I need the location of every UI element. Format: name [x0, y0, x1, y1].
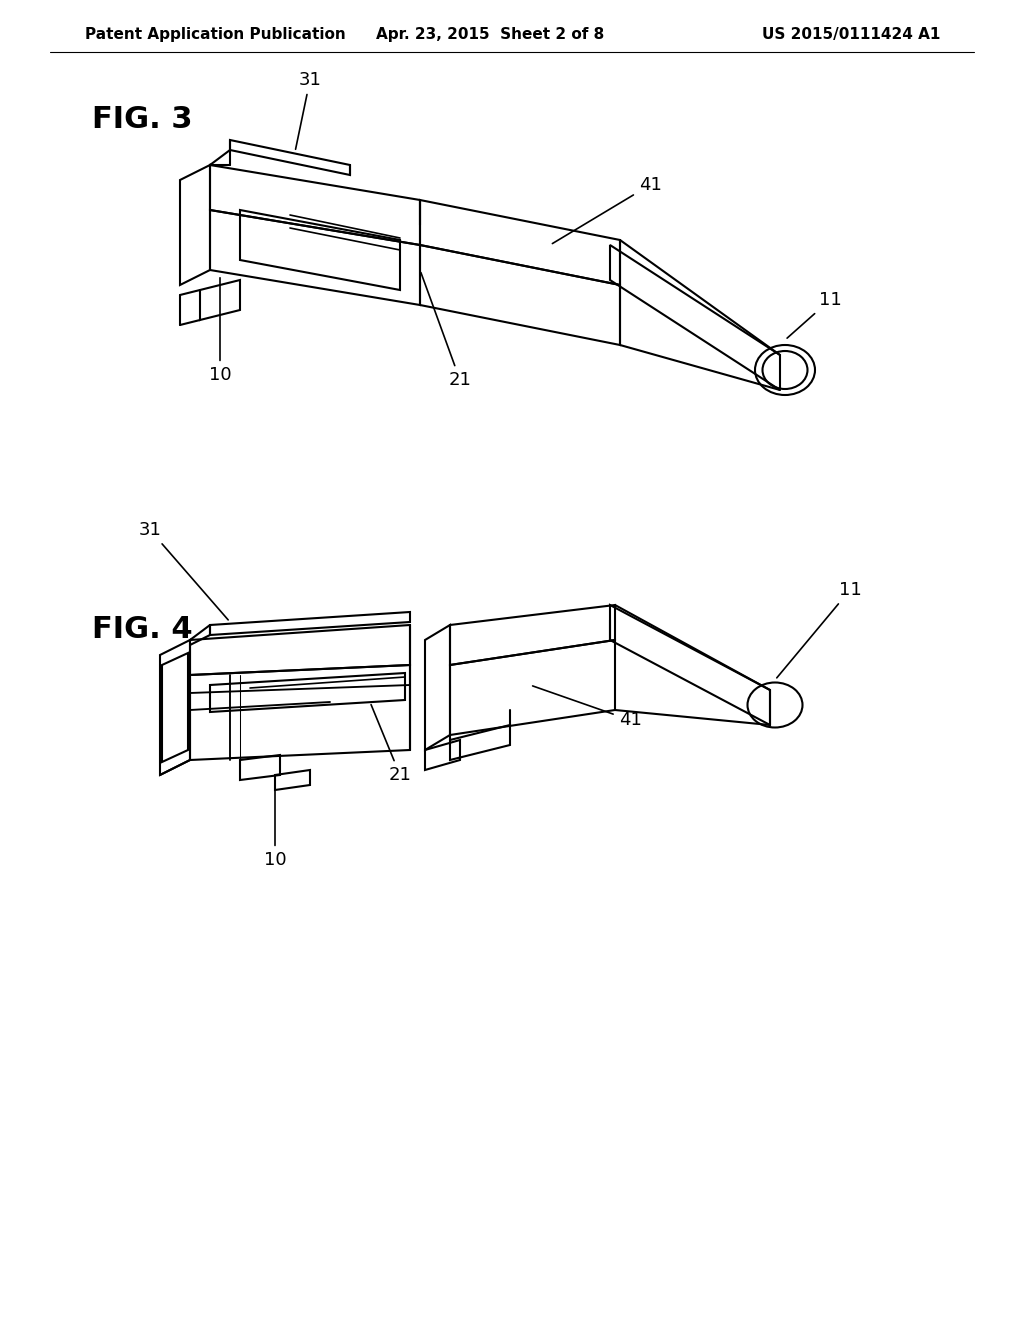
Text: 21: 21	[371, 705, 412, 784]
Text: 10: 10	[264, 785, 287, 869]
Text: 10: 10	[209, 277, 231, 384]
Text: 11: 11	[787, 290, 842, 338]
Text: Apr. 23, 2015  Sheet 2 of 8: Apr. 23, 2015 Sheet 2 of 8	[376, 28, 604, 42]
Text: FIG. 3: FIG. 3	[92, 106, 193, 135]
Text: 21: 21	[421, 273, 471, 389]
Text: 11: 11	[777, 581, 861, 678]
Text: US 2015/0111424 A1: US 2015/0111424 A1	[762, 28, 940, 42]
Text: FIG. 4: FIG. 4	[92, 615, 193, 644]
Text: 31: 31	[296, 71, 322, 149]
Text: Patent Application Publication: Patent Application Publication	[85, 28, 346, 42]
Text: 41: 41	[552, 176, 662, 244]
Text: 31: 31	[138, 521, 228, 620]
Text: 41: 41	[532, 686, 641, 729]
